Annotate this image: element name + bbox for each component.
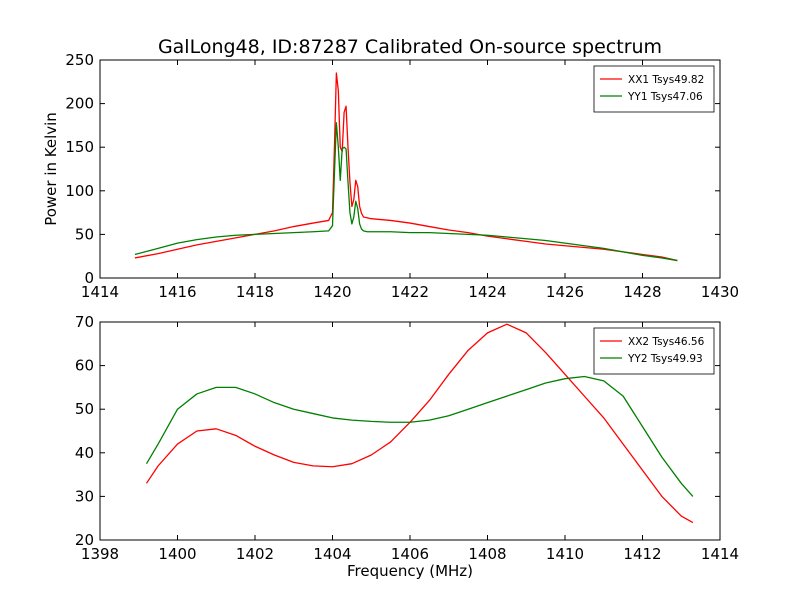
- y-tick-label: 0: [84, 269, 94, 287]
- top-panel: 1414 1416 1418 1420 1422 1424 1426 1428 1430 0 50 1…: [42, 51, 739, 301]
- y-tick-label: 20: [75, 531, 94, 549]
- chart-title: GalLong48, ID:87287 Calibrated On-source…: [158, 36, 662, 58]
- y-tick-label: 70: [75, 313, 94, 331]
- x-tick-label: 1426: [546, 283, 584, 301]
- x-tick-label: 1414: [81, 283, 119, 301]
- legend-entry-label: YY2 Tsys49.93: [627, 353, 703, 365]
- x-tick-label: 1416: [158, 283, 196, 301]
- legend-entry-label: XX1 Tsys49.82: [628, 74, 704, 86]
- x-tick-label: 1402: [236, 545, 274, 563]
- x-tick-label: 1422: [391, 283, 429, 301]
- y-tick-label: 200: [65, 95, 94, 113]
- legend-box: [593, 65, 715, 113]
- x-tick-label: 1404: [313, 545, 351, 563]
- y-tick-label: 40: [75, 444, 94, 462]
- y-tick-label: 50: [75, 225, 94, 243]
- x-tick-label: 1428: [623, 283, 661, 301]
- y-tick-label: 60: [75, 357, 94, 375]
- x-tick-label: 1424: [468, 283, 506, 301]
- legend-entry-label: XX2 Tsys46.56: [628, 336, 705, 348]
- x-tick-label: 1410: [546, 545, 584, 563]
- x-tick-label: 1414: [701, 545, 739, 563]
- series-line-1-0: [145, 323, 694, 524]
- x-tick-label: 1430: [701, 283, 739, 301]
- series-line-0-1: [134, 122, 678, 262]
- legend-box: [593, 327, 715, 375]
- series-line-1-1: [145, 375, 694, 497]
- y-axis-label: Power in Kelvin: [42, 112, 60, 226]
- x-tick-label: 1412: [623, 545, 661, 563]
- x-axis-label: Frequency (MHz): [347, 562, 473, 580]
- y-tick-label: 250: [65, 51, 94, 69]
- legend-entry-label: YY1 Tsys47.06: [627, 91, 703, 103]
- x-tick-label: 1406: [391, 545, 429, 563]
- x-tick-label: 1398: [81, 545, 119, 563]
- x-tick-label: 1408: [468, 545, 506, 563]
- x-tick-label: 1420: [313, 283, 351, 301]
- series-line-0-0: [134, 72, 678, 262]
- y-tick-label: 150: [65, 138, 94, 156]
- y-tick-label: 50: [75, 400, 94, 418]
- y-tick-label: 30: [75, 487, 94, 505]
- bottom-panel: 1398 1400 1402 1404 1406 1408 1410 1412 1414 20 30…: [75, 313, 739, 580]
- x-tick-label: 1418: [236, 283, 274, 301]
- y-tick-label: 100: [65, 182, 94, 200]
- x-tick-label: 1400: [158, 545, 196, 563]
